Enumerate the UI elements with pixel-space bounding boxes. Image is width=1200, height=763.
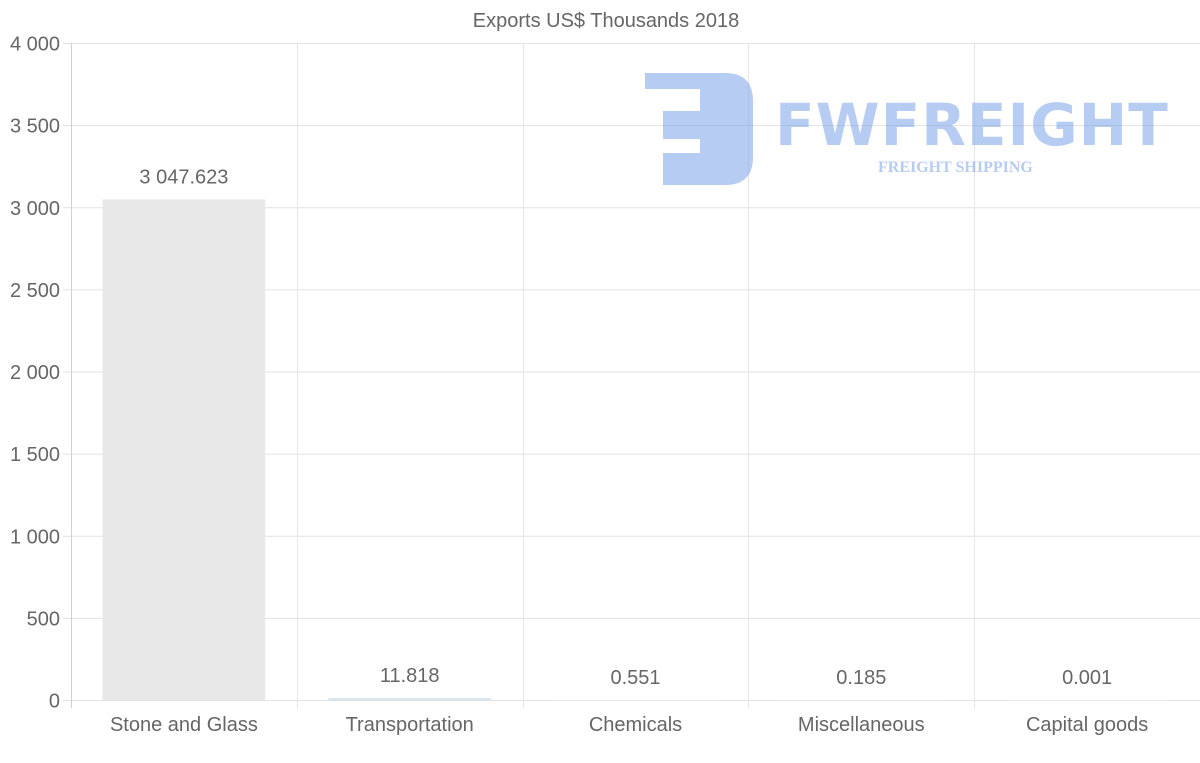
data-label: 3 047.623 [139, 166, 228, 188]
bar-capital-goods [1005, 699, 1169, 701]
bar-chemicals [554, 699, 717, 701]
bar-stone-and-glass [102, 199, 266, 700]
x-tick-label: Transportation [346, 714, 474, 736]
fwfreight-watermark-logo: FWFREIGHT FREIGHT SHIPPING [645, 73, 1168, 188]
bar-transportation [328, 698, 491, 700]
y-tick-label: 1 000 [10, 526, 60, 548]
x-tick-label: Stone and Glass [110, 714, 258, 736]
chart-title: Exports US$ Thousands 2018 [473, 10, 739, 32]
y-tick-label: 0 [49, 691, 60, 713]
data-label: 0.001 [1062, 667, 1112, 689]
y-tick-label: 2 000 [10, 362, 60, 384]
data-label: 11.818 [380, 665, 440, 687]
y-tick-label: 4 000 [10, 34, 60, 56]
logo-brand: FWFREIGHT [775, 91, 1169, 159]
y-tick-label: 3 500 [10, 116, 60, 138]
y-tick-label: 1 500 [10, 444, 60, 466]
logo-tagline: FREIGHT SHIPPING [878, 159, 1033, 176]
logo-mark-icon [645, 73, 753, 185]
bar-miscellaneous [780, 699, 943, 701]
y-tick-label: 3 000 [10, 198, 60, 220]
x-tick-label: Chemicals [589, 714, 682, 736]
data-label: 0.551 [610, 667, 660, 689]
x-tick-label: Capital goods [1026, 714, 1148, 736]
y-tick-label: 2 500 [10, 280, 60, 302]
data-label: 0.185 [836, 667, 886, 689]
x-tick-label: Miscellaneous [798, 714, 925, 736]
y-tick-label: 500 [27, 608, 60, 630]
